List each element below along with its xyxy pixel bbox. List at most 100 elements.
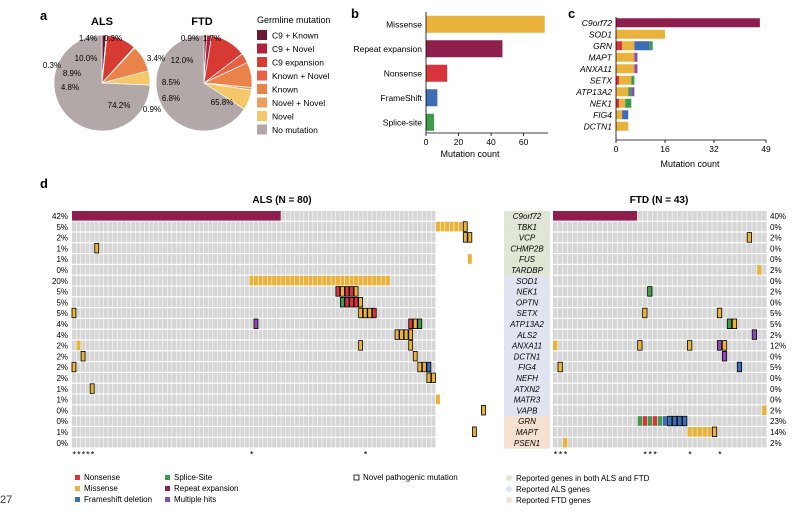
heat-cell-empty	[354, 308, 359, 318]
heat-cell-empty	[167, 297, 172, 307]
heat-cell-mutation	[757, 265, 762, 275]
heat-cell-empty	[612, 221, 618, 232]
heat-cell-empty	[190, 221, 195, 232]
heat-cell-empty	[176, 286, 181, 297]
heat-cell-empty	[181, 232, 186, 243]
heat-cell-empty	[390, 405, 395, 415]
heat-cell-empty	[317, 416, 322, 426]
heat-cell-empty	[657, 319, 662, 329]
heat-cell-empty	[762, 427, 767, 437]
heat-cell-empty	[697, 265, 702, 275]
heat-cell-empty	[399, 362, 404, 372]
pie-als-title: ALS	[91, 16, 113, 28]
heat-cell-empty	[417, 221, 422, 232]
heat-cell-empty	[167, 254, 172, 264]
heat-cell-repeat	[72, 211, 281, 221]
heat-cell-empty	[331, 383, 336, 394]
heat-cell-empty	[313, 211, 318, 221]
heat-cell-empty	[602, 221, 608, 232]
heat-cell-empty	[577, 265, 583, 275]
heat-cell-empty	[557, 221, 563, 232]
heat-cell-empty	[335, 383, 340, 394]
heat-cell-empty	[717, 329, 722, 340]
heat-cell-empty	[235, 221, 240, 232]
heat-cell-empty	[422, 394, 427, 405]
heat-cell-empty	[642, 394, 648, 405]
heat-cell-empty	[413, 427, 418, 437]
heat-cell-empty	[249, 329, 254, 340]
heat-cell-empty	[737, 221, 742, 232]
heat-cell-empty	[285, 416, 290, 426]
heat-cell-empty	[267, 265, 272, 275]
heat-cell-empty	[226, 319, 231, 329]
heat-cell-empty	[597, 265, 603, 275]
heat-cell-mutation	[367, 275, 372, 286]
heat-cell-empty	[313, 265, 318, 275]
heat-cell-empty	[285, 221, 290, 232]
heat-cell-empty	[363, 416, 368, 426]
heat-star: *	[91, 450, 95, 460]
heat-cell-empty	[667, 254, 672, 264]
heat-cell-empty	[199, 265, 204, 275]
gene-bg-cell	[504, 416, 550, 427]
bar-c-tick-label: 0	[614, 144, 619, 154]
heat-cell-empty	[692, 286, 697, 297]
heat-cell-empty	[376, 437, 381, 448]
heat-cell-empty	[592, 383, 598, 394]
heat-cell-empty	[607, 394, 613, 405]
heat-cell-empty	[642, 254, 648, 264]
heat-cell-empty	[331, 437, 336, 448]
heat-cell-empty	[567, 427, 573, 437]
heat-cell-empty	[602, 265, 608, 275]
heat-cell-empty	[135, 427, 140, 437]
heat-cell-empty	[702, 308, 707, 318]
heat-cell-empty	[167, 437, 172, 448]
heat-cell-empty	[103, 243, 108, 253]
heat-cell-empty	[587, 351, 593, 361]
heat-cell-empty	[126, 383, 131, 394]
heat-cell-mutation	[642, 416, 648, 426]
heat-row-percent: 12%	[770, 342, 786, 351]
gene-label: ATP13A2	[509, 320, 544, 329]
heat-cell-empty	[203, 405, 208, 415]
heat-cell-empty	[399, 394, 404, 405]
heat-cell-empty	[712, 405, 717, 415]
heat-cell-empty	[642, 319, 648, 329]
heat-cell-empty	[117, 275, 122, 286]
heat-cell-empty	[304, 265, 308, 275]
heat-cell-empty	[94, 416, 99, 426]
heat-cell-empty	[90, 329, 95, 340]
heat-cell-empty	[553, 243, 558, 253]
heat-cell-empty	[140, 275, 145, 286]
heat-cell-empty	[697, 275, 702, 286]
heat-cell-empty	[190, 275, 195, 286]
heat-cell-empty	[153, 286, 158, 297]
heat-cell-empty	[72, 427, 76, 437]
heat-cell-empty	[322, 232, 327, 243]
heat-cell-empty	[602, 340, 608, 351]
heat-cell-empty	[385, 340, 390, 351]
heat-cell-empty	[235, 437, 240, 448]
heat-cell-empty	[76, 437, 81, 448]
heat-cell-empty	[281, 362, 286, 372]
heat-cell-empty	[85, 286, 90, 297]
heat-cell-empty	[354, 394, 359, 405]
heat-cell-empty	[122, 254, 126, 264]
heat-cell-empty	[404, 232, 409, 243]
heat-cell-empty	[622, 373, 628, 383]
heat-cell-empty	[417, 373, 422, 383]
heat-cell-empty	[135, 340, 140, 351]
heat-cell-empty	[313, 340, 318, 351]
heat-cell-empty	[153, 427, 158, 437]
heat-cell-empty	[717, 427, 722, 437]
heat-cell-empty	[244, 308, 249, 318]
heat-cell-empty	[557, 373, 563, 383]
heat-cell-empty	[294, 373, 299, 383]
heat-cell-empty	[326, 221, 331, 232]
heat-cell-empty	[652, 351, 657, 361]
heat-cell-mutation	[345, 275, 349, 286]
heat-cell-empty	[707, 319, 712, 329]
heat-cell-empty	[144, 265, 149, 275]
heat-cell-empty	[240, 437, 245, 448]
heat-cell-empty	[240, 416, 245, 426]
